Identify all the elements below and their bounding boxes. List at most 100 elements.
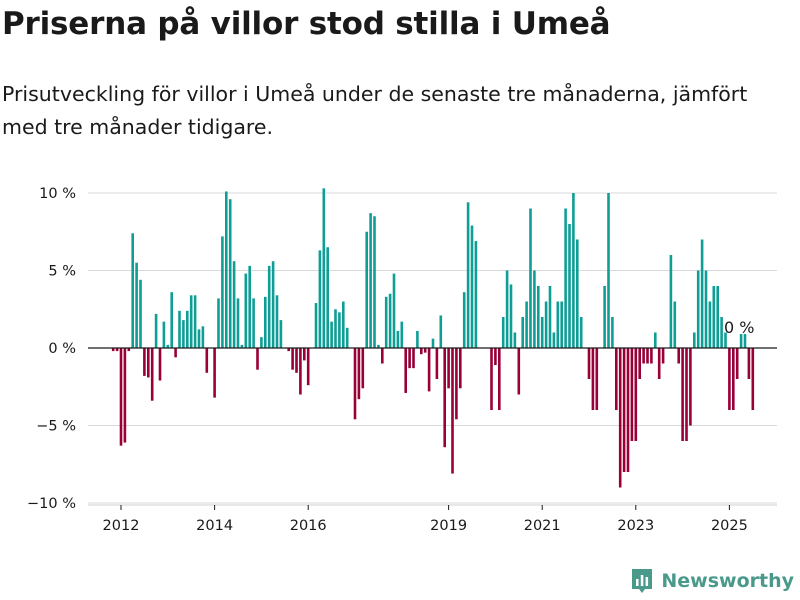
bar [318,250,322,348]
bar [447,348,450,389]
bar [423,348,427,353]
bar [381,348,384,364]
y-tick-label: 10 % [39,186,76,202]
bar [544,301,548,348]
bar [689,348,692,426]
bar [587,348,591,379]
bar [334,309,337,348]
bar [540,317,544,348]
y-axis-ticks: 10 % 5 % 0 % −5 % −10 % [27,186,76,512]
bar [650,348,653,364]
bar [657,348,661,379]
bar [548,286,552,348]
bar [681,348,684,441]
bar [240,344,244,348]
bar [455,348,458,420]
x-tick-label: 2023 [617,518,654,534]
x-tick-label: 2025 [711,518,748,534]
bar [431,338,435,348]
bar [712,286,716,348]
bar [396,330,400,348]
bar [256,348,259,370]
annotation: 0 % [724,318,754,337]
bar [330,321,333,348]
bar [377,344,380,348]
bar [704,270,708,348]
bar [470,225,474,348]
bar [291,348,294,370]
bar [221,236,224,348]
bar [279,320,283,348]
bar [525,301,528,348]
bar [564,208,567,348]
bar [751,348,755,410]
bar [135,262,138,348]
bar [131,233,134,348]
bar [739,334,743,348]
bar [513,332,517,348]
bar [143,348,146,376]
bar [197,329,201,348]
bar [267,265,271,348]
bar [392,273,396,348]
bar [182,320,185,348]
y-tick-label: −10 % [27,496,76,512]
bar [225,191,228,348]
bar [373,216,376,348]
bar [509,284,513,348]
bar [162,321,166,348]
bar [139,279,142,348]
bar [615,348,618,410]
bar [630,348,634,441]
bar [178,310,181,348]
bar [361,348,365,389]
bars [111,188,755,488]
bar [654,332,657,348]
bar [365,231,368,348]
bar [252,298,255,348]
bar [186,310,189,348]
bar [303,348,306,361]
x-tick-label: 2014 [196,518,233,534]
bar [295,348,298,373]
bar [166,344,170,348]
bar [501,317,505,348]
bar [603,286,606,348]
bar [646,348,649,364]
bar [517,348,521,395]
bar [638,348,641,379]
brand-name: Newsworthy [661,570,794,592]
bar [174,348,177,358]
bar [498,348,501,410]
y-tick-label: 0 % [48,341,76,357]
bar [696,270,700,348]
bar [505,270,509,348]
bar [677,348,680,364]
bar [611,317,614,348]
bar [626,348,630,472]
bar [462,292,466,348]
bar [400,321,404,348]
bar [716,286,719,348]
bar [119,348,123,446]
bar [275,295,279,348]
bar [490,348,493,410]
bar [634,348,638,441]
bar [228,199,232,348]
bar [443,348,446,448]
bar [743,334,747,348]
x-tick-label: 2016 [290,518,327,534]
bar [326,247,329,348]
bar [533,270,536,348]
bar [576,239,579,348]
bar [708,301,712,348]
bar [338,312,341,348]
x-tick-label: 2019 [430,518,467,534]
bar [494,348,497,366]
bar [669,255,673,348]
bar [205,348,209,373]
bar [201,326,205,348]
bar [579,317,583,348]
zero-line [88,347,777,506]
bar [622,348,626,472]
